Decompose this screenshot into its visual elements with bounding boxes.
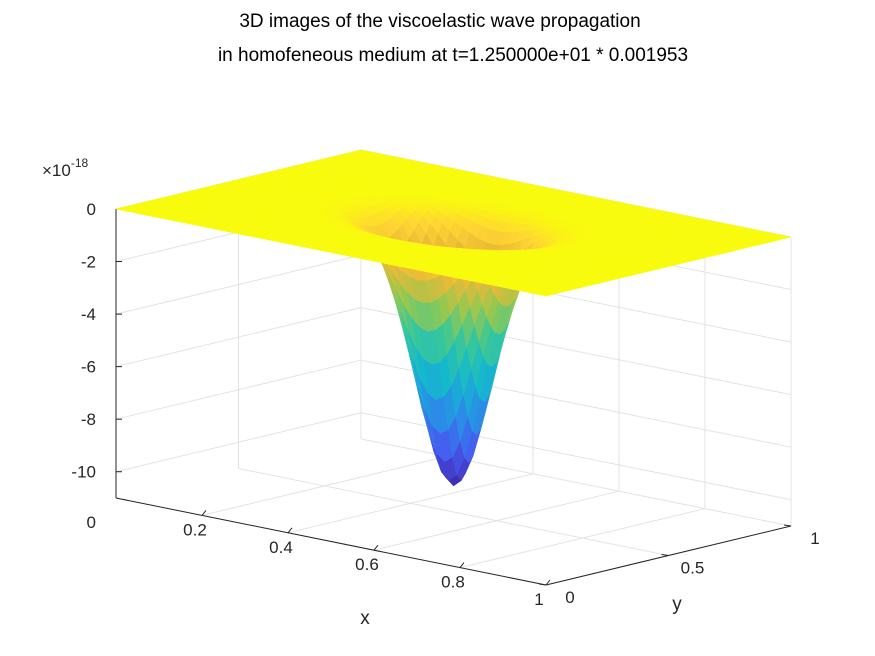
y-tick-mark — [783, 524, 792, 527]
x-tick-mark — [459, 562, 465, 568]
z-exponent-power: -18 — [71, 156, 89, 170]
axes-lines — [115, 208, 792, 586]
z-exponent-label: ×10-18 — [42, 156, 89, 180]
z-exponent-base: ×10 — [42, 161, 71, 180]
z-tick-label: -4 — [81, 305, 96, 324]
y-axis-label: y — [672, 594, 682, 615]
y-tick-label: 1 — [810, 529, 819, 548]
x-tick-mark — [287, 527, 293, 534]
y-tick-mark — [538, 583, 547, 586]
z-tick-label: 0 — [87, 200, 96, 219]
y-grid-line — [360, 438, 792, 527]
z-tick-label: -10 — [71, 463, 96, 482]
chart-title-line-2: in homofeneous medium at t=1.250000e+01 … — [218, 45, 688, 66]
y-grid-line — [238, 468, 669, 556]
x-tick-mark — [373, 544, 379, 551]
x-tick-mark — [201, 510, 207, 516]
x-tick-label: 0.2 — [183, 520, 207, 539]
x-tick-label: 0.8 — [441, 573, 465, 592]
z-tick-label: -2 — [81, 253, 96, 272]
x-axis-line — [115, 497, 547, 586]
x-tick-label: 0.4 — [269, 538, 293, 557]
z-tick-label: -6 — [81, 358, 96, 377]
x-tick-label: 1 — [534, 590, 543, 609]
chart-title-line-1: 3D images of the viscoelastic wave propa… — [239, 11, 640, 32]
x-axis-label: x — [360, 608, 370, 629]
z-bottom-label: 0 — [87, 513, 96, 532]
surface — [115, 149, 792, 487]
y-tick-label: 0 — [565, 588, 574, 607]
x-tick-label: 0.6 — [355, 555, 379, 574]
y-tick-mark — [661, 554, 669, 556]
z-tick-label: -8 — [81, 410, 96, 429]
x-tick-mark — [545, 579, 551, 586]
y-tick-label: 0.5 — [681, 559, 705, 578]
z-grid-line — [360, 412, 792, 501]
